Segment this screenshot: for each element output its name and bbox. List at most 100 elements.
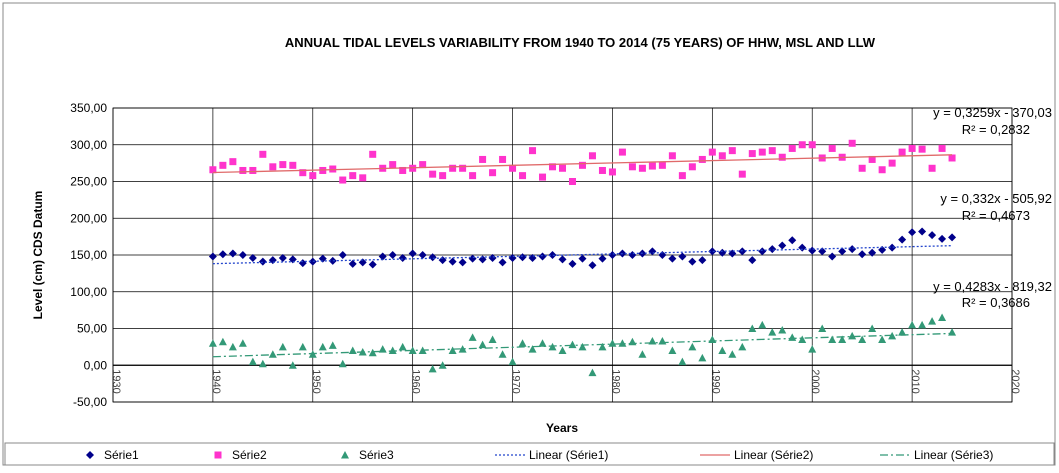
marker (328, 341, 337, 349)
marker (539, 173, 547, 181)
marker (488, 335, 497, 344)
marker (309, 172, 317, 180)
trend-r2: R² = 0,4673 (962, 208, 1030, 223)
marker (658, 161, 666, 169)
marker (788, 144, 796, 152)
marker (439, 172, 447, 180)
marker (898, 328, 907, 336)
marker (388, 346, 397, 355)
marker (218, 337, 227, 346)
marker (498, 350, 507, 358)
legend-marker (341, 451, 349, 459)
marker (368, 260, 377, 269)
marker (618, 148, 626, 156)
marker (448, 257, 457, 266)
marker (359, 174, 367, 182)
marker (438, 361, 447, 369)
marker (758, 320, 767, 329)
marker (678, 172, 686, 180)
marker (938, 234, 947, 243)
marker (298, 259, 307, 268)
marker (538, 252, 547, 261)
y-tick-label: 250,00 (70, 175, 107, 189)
marker (558, 255, 567, 264)
marker (559, 164, 566, 172)
marker (348, 259, 357, 268)
trend-line (212, 154, 953, 174)
marker (568, 259, 577, 268)
marker (219, 161, 227, 169)
marker (948, 233, 957, 242)
marker (928, 231, 937, 240)
marker (678, 252, 687, 261)
marker (218, 250, 227, 259)
marker (928, 164, 936, 172)
marker (758, 148, 766, 156)
marker (238, 339, 247, 347)
marker (798, 141, 806, 149)
marker (828, 252, 837, 261)
marker (358, 258, 367, 267)
marker (858, 250, 867, 259)
marker (868, 248, 877, 257)
marker (329, 165, 337, 173)
marker (718, 152, 726, 160)
marker (568, 340, 577, 349)
marker (668, 346, 677, 355)
marker (369, 150, 377, 158)
x-tick-label: 2020 (1009, 369, 1021, 393)
x-axis-title: Years (546, 421, 578, 435)
marker (908, 144, 916, 152)
marker (568, 178, 576, 185)
marker (239, 166, 247, 174)
marker (738, 342, 747, 351)
marker (698, 353, 707, 362)
x-tick-label: 1960 (410, 369, 422, 393)
marker (269, 163, 277, 171)
marker (808, 141, 816, 149)
marker (488, 253, 497, 262)
marker (878, 166, 886, 174)
marker (578, 342, 587, 351)
x-tick-label: 2000 (809, 369, 821, 393)
marker (519, 172, 527, 180)
marker (638, 164, 646, 172)
marker (288, 361, 297, 369)
marker (598, 254, 607, 263)
marker (398, 342, 407, 351)
marker (608, 339, 617, 347)
legend-label: Série1 (104, 448, 139, 462)
marker (838, 247, 847, 256)
marker (948, 154, 956, 162)
trend-line (212, 332, 953, 358)
marker (368, 348, 377, 357)
marker (788, 236, 797, 245)
marker (938, 144, 946, 152)
marker (259, 150, 267, 158)
marker (828, 144, 836, 152)
chart-title: ANNUAL TIDAL LEVELS VARIABILITY FROM 194… (285, 35, 876, 50)
marker (738, 170, 746, 178)
marker (249, 166, 257, 174)
marker (668, 152, 676, 160)
marker (728, 147, 736, 155)
marker (748, 324, 757, 332)
marker (868, 324, 877, 332)
marker (459, 164, 467, 172)
marker (268, 350, 277, 358)
marker (618, 339, 627, 347)
marker (798, 243, 807, 252)
trend-equation: y = 0,4283x - 819,32 (933, 279, 1052, 294)
marker (748, 150, 756, 158)
marker (878, 245, 887, 254)
marker (768, 245, 777, 254)
marker (678, 357, 687, 366)
marker (278, 342, 287, 351)
marker (908, 228, 917, 237)
marker (308, 257, 317, 266)
marker (429, 170, 437, 178)
marker (898, 148, 906, 156)
marker (428, 364, 437, 373)
marker (708, 148, 716, 156)
